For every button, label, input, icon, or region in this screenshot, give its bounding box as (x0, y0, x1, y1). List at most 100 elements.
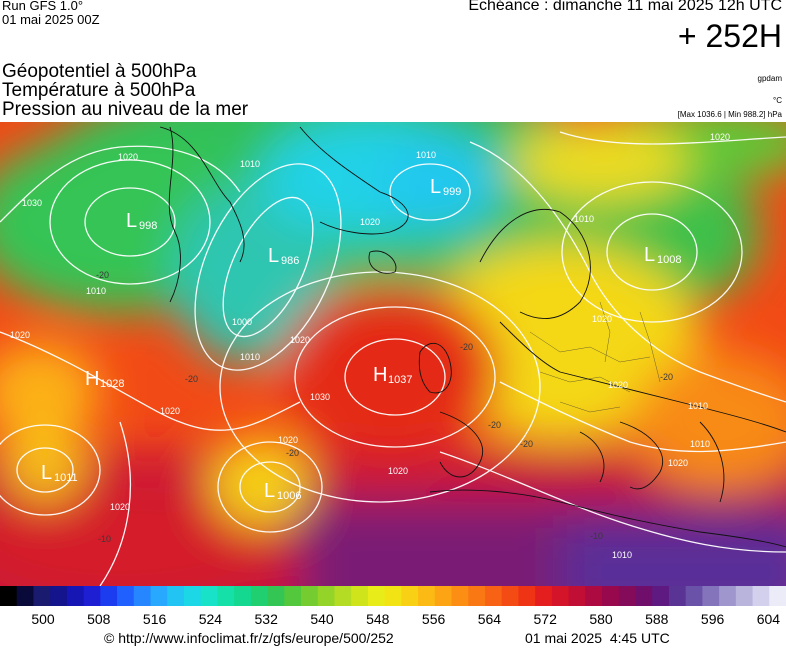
lead-time: + 252H (677, 18, 782, 54)
center-letter: H (85, 368, 99, 390)
temperature-label: -20 (286, 448, 299, 458)
copyright[interactable]: © http://www.infoclimat.fr/z/gfs/europe/… (104, 630, 394, 646)
colorbar-swatch (618, 586, 637, 606)
colorbar-swatch (702, 586, 720, 606)
colorbar-swatch (401, 586, 419, 606)
colorbar-swatch (468, 586, 486, 606)
colorbar-tick-label: 596 (700, 611, 725, 627)
colorbar-swatch (200, 586, 218, 606)
colorbar-tick-label: 604 (756, 611, 781, 627)
colorbar-swatch (100, 586, 118, 606)
isobar-label: 1020 (592, 314, 612, 324)
weather-map: L 998 L 986 L 999 L 1008 H 1028 H 1037 L… (0, 122, 786, 586)
pressure-center: L 999 (430, 176, 461, 198)
colorbar-swatch (50, 586, 68, 606)
center-value: 1008 (657, 254, 681, 266)
colorbar-swatch (317, 586, 336, 606)
colorbar-swatch (484, 586, 503, 606)
center-letter: L (41, 462, 52, 484)
center-letter: L (644, 244, 655, 266)
colorbar-tick-label: 588 (645, 611, 669, 627)
colorbar-swatch (719, 586, 737, 606)
colorbar-swatch (501, 586, 520, 606)
title-temperature: Température à 500hPa (2, 80, 196, 101)
colorbar-swatch (16, 586, 35, 606)
colorbar-tick-label: 564 (477, 611, 502, 627)
isobar-label: 1020 (110, 502, 130, 512)
colorbar-swatch (735, 586, 754, 606)
temperature-label: -20 (488, 420, 501, 430)
pressure-extremes: [Max 1036.6 | Min 988.2] hPa (677, 110, 782, 119)
colorbar (0, 586, 786, 606)
center-value: 1037 (388, 374, 412, 386)
colorbar-swatch (217, 586, 235, 606)
colorbar-tick-label: 556 (421, 611, 446, 627)
colorbar-swatch (301, 586, 319, 606)
coastlines (159, 126, 786, 548)
title-pressure: Pression au niveau de la mer (2, 99, 249, 120)
colorbar-swatch (384, 586, 402, 606)
colorbar-swatch (351, 586, 369, 606)
isobar-label: 1010 (612, 550, 632, 560)
pressure-center: L 986 (268, 245, 299, 267)
colorbar-swatch (635, 586, 653, 606)
isobar-labels: 1020 1030 1010 1010 1000 1020 1020 1030 … (10, 132, 730, 560)
colorbar-swatch (66, 586, 85, 606)
colorbar-swatch (602, 586, 620, 606)
isobar-label: 1020 (360, 217, 380, 227)
isobar-label: 1020 (290, 335, 310, 345)
isobar-label: 1030 (310, 392, 330, 402)
colorbar-tick-label: 532 (254, 611, 278, 627)
center-letter: H (373, 364, 387, 386)
isobar-label: 1020 (710, 132, 730, 142)
colorbar-swatch (752, 586, 770, 606)
pressure-centers: L 998 L 986 L 999 L 1008 H 1028 H 1037 L… (41, 176, 681, 502)
temperature-label: -10 (590, 531, 603, 541)
isobar-label: 1010 (688, 401, 708, 411)
center-letter: L (430, 176, 441, 198)
colorbar-swatch (652, 586, 670, 606)
colorbar-tick-label: 508 (87, 611, 111, 627)
colorbar-swatch (585, 586, 603, 606)
colorbar-swatch (535, 586, 553, 606)
isobar-label: 1020 (118, 152, 138, 162)
colorbar-swatch (685, 586, 703, 606)
pressure-center: L 998 (126, 210, 157, 232)
temperature-field (0, 122, 786, 586)
isobar-label: 1020 (160, 406, 180, 416)
run-label: Run GFS 1.0° (2, 0, 84, 13)
colorbar-swatch (33, 586, 51, 606)
isobar-label: 1010 (416, 150, 436, 160)
unit-geopotential: gpdam (757, 74, 782, 83)
center-value: 1028 (100, 378, 124, 390)
colorbar-swatch (518, 586, 536, 606)
colorbar-swatch (568, 586, 586, 606)
isobar-label: 1020 (10, 330, 30, 340)
center-letter: L (268, 245, 279, 267)
center-value: 986 (281, 255, 299, 267)
colorbar-swatch (234, 586, 252, 606)
temperature-label: -20 (460, 342, 473, 352)
forecast-valid-time: Echéance : dimanche 11 mai 2025 12h UTC (468, 0, 782, 14)
center-letter: L (264, 480, 275, 502)
center-value: 1006 (277, 490, 301, 502)
run-date: 01 mai 2025 00Z (2, 12, 100, 27)
colorbar-swatch (334, 586, 352, 606)
colorbar-tick-label: 572 (533, 611, 557, 627)
colorbar-tick-label: 524 (198, 611, 223, 627)
isobar-label: 1000 (232, 317, 252, 327)
temperature-label: -10 (98, 534, 111, 544)
isobars (0, 131, 786, 586)
temperature-label: -20 (96, 270, 109, 280)
temperature-label: -20 (660, 372, 673, 382)
isobar-label: 1030 (22, 198, 42, 208)
temperature-label: -20 (185, 374, 198, 384)
colorbar-swatch (133, 586, 152, 606)
isobar-label: 1010 (240, 352, 260, 362)
colorbar-swatch (250, 586, 269, 606)
isobar-label: 1010 (690, 439, 710, 449)
colorbar-swatch (183, 586, 202, 606)
isobar-label: 1020 (608, 380, 628, 390)
country-borders (529, 301, 661, 413)
colorbar-swatch (769, 586, 786, 606)
